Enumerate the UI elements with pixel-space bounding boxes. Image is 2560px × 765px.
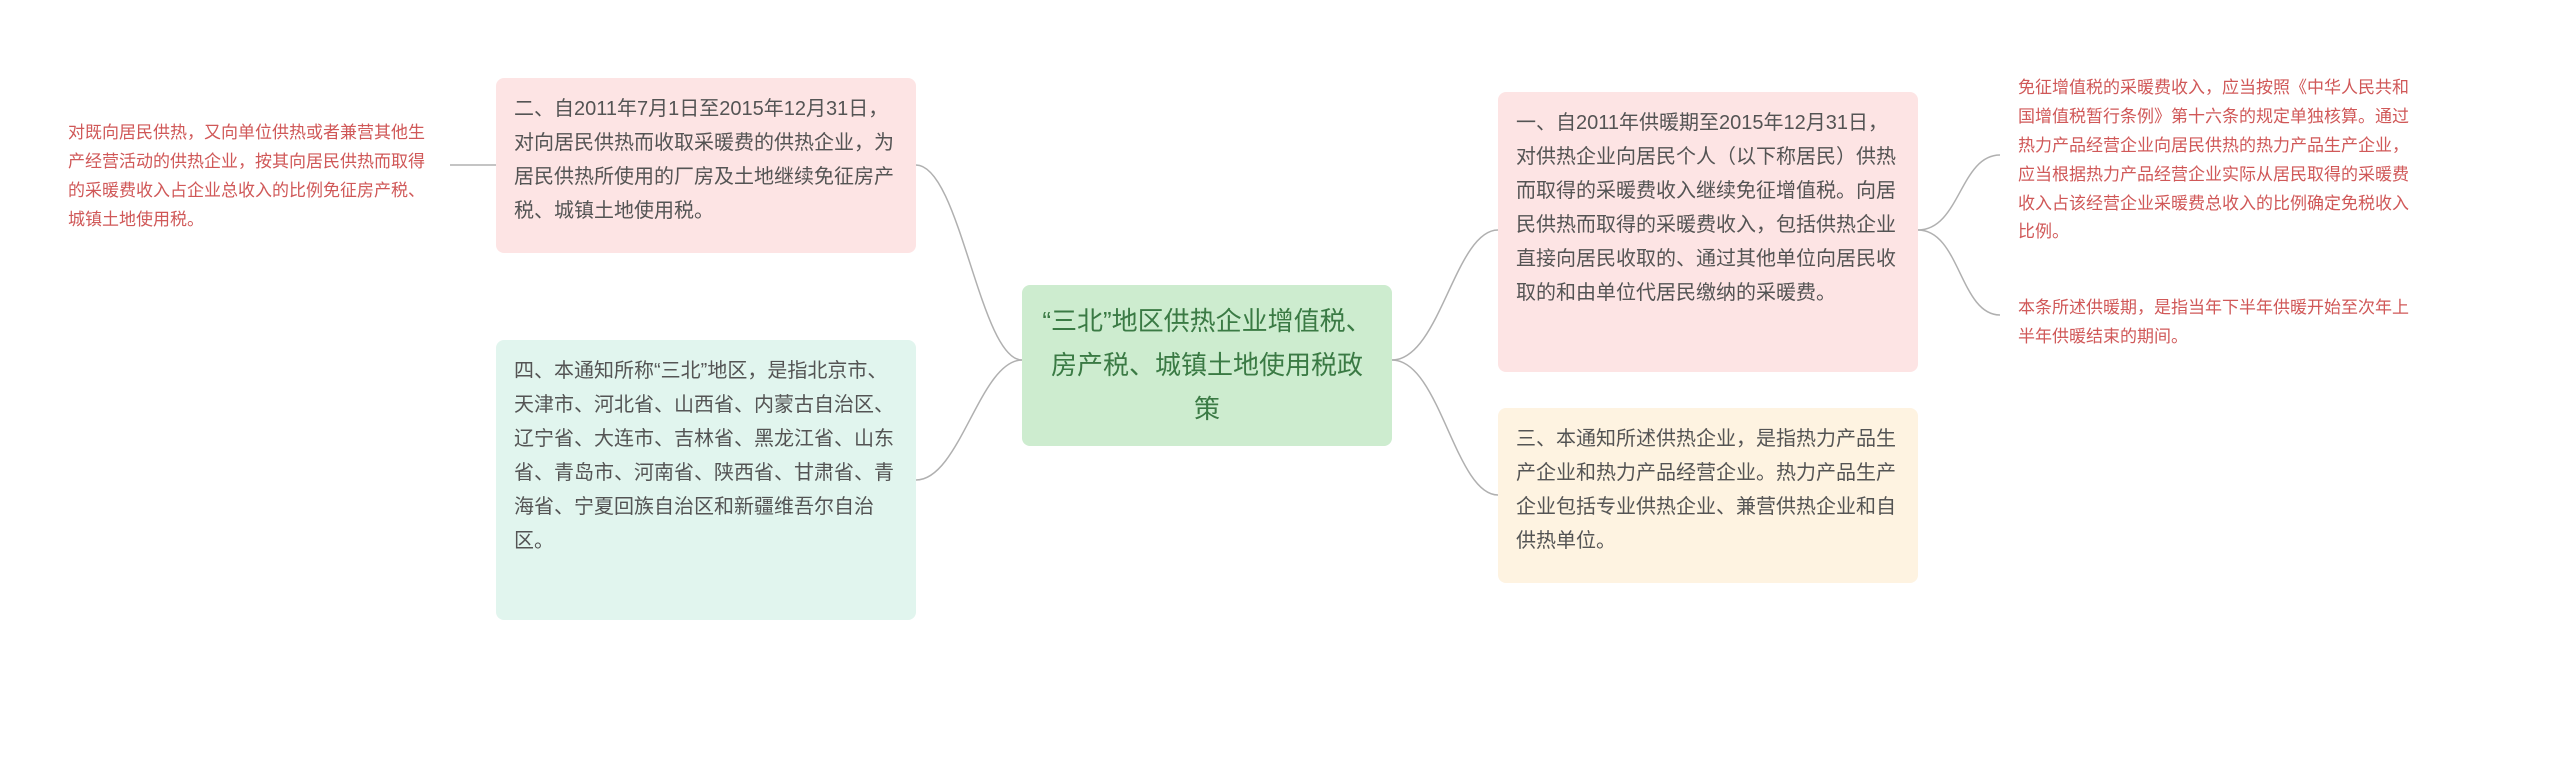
leaf-c-text: 本条所述供暖期，是指当年下半年供暖开始至次年上半年供暖结束的期间。 xyxy=(2018,298,2409,346)
leaf-b-text: 免征增值税的采暖费收入，应当按照《中华人民共和国增值税暂行条例》第十六条的规定单… xyxy=(2018,78,2409,241)
node-1-text: 一、自2011年供暖期至2015年12月31日，对供热企业向居民个人（以下称居民… xyxy=(1516,112,1896,304)
node-1: 一、自2011年供暖期至2015年12月31日，对供热企业向居民个人（以下称居民… xyxy=(1498,92,1918,372)
leaf-c: 本条所述供暖期，是指当年下半年供暖开始至次年上半年供暖结束的期间。 xyxy=(2000,280,2440,366)
node-2: 二、自2011年7月1日至2015年12月31日，对向居民供热而收取采暖费的供热… xyxy=(496,78,916,253)
node-4-text: 四、本通知所称“三北”地区，是指北京市、天津市、河北省、山西省、内蒙古自治区、辽… xyxy=(514,360,894,552)
center-text: “三北”地区供热企业增值税、房产税、城镇土地使用税政策 xyxy=(1040,299,1374,432)
leaf-a-text: 对既向居民供热，又向单位供热或者兼营其他生产经营活动的供热企业，按其向居民供热而… xyxy=(68,123,425,229)
node-3-text: 三、本通知所述供热企业，是指热力产品生产企业和热力产品经营企业。热力产品生产企业… xyxy=(1516,428,1896,552)
center-node: “三北”地区供热企业增值税、房产税、城镇土地使用税政策 xyxy=(1022,285,1392,446)
node-3: 三、本通知所述供热企业，是指热力产品生产企业和热力产品经营企业。热力产品生产企业… xyxy=(1498,408,1918,583)
leaf-b: 免征增值税的采暖费收入，应当按照《中华人民共和国增值税暂行条例》第十六条的规定单… xyxy=(2000,60,2440,261)
node-4: 四、本通知所称“三北”地区，是指北京市、天津市、河北省、山西省、内蒙古自治区、辽… xyxy=(496,340,916,620)
node-2-text: 二、自2011年7月1日至2015年12月31日，对向居民供热而收取采暖费的供热… xyxy=(514,98,894,222)
leaf-a: 对既向居民供热，又向单位供热或者兼营其他生产经营活动的供热企业，按其向居民供热而… xyxy=(50,105,450,249)
